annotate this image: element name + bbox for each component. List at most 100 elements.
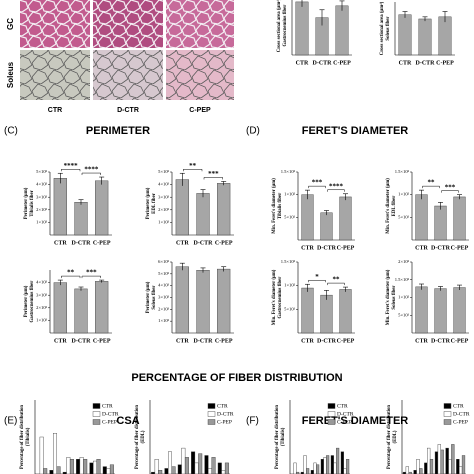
bar (106, 468, 111, 474)
bar (69, 459, 74, 474)
y-tick-label: 2×10³ (158, 306, 169, 311)
bar (451, 444, 455, 474)
x-tick-label: C-PEP (451, 338, 469, 344)
legend-swatch (92, 419, 101, 425)
bar (445, 447, 449, 474)
panel-title: FERET'S DIAMETER (302, 125, 409, 137)
y-axis-label: Perimeter (µm) (146, 187, 151, 219)
x-tick-label: C-PEP (436, 60, 454, 66)
y-tick-label: 5×10¹ (398, 312, 409, 317)
bar (221, 470, 226, 474)
legend-label: D-CTR (102, 411, 119, 417)
significance-bracket (61, 169, 81, 172)
image-texture (93, 0, 163, 48)
y-axis-label: Min. Feret's diameter (µm) (272, 269, 277, 325)
legend-label: CTR (217, 403, 228, 409)
y-axis-label: Soleus fiber (386, 16, 391, 41)
bar (419, 468, 423, 474)
x-tick-label: D-CTR (317, 338, 337, 344)
legend-swatch (327, 411, 336, 417)
significance-label: *** (86, 269, 97, 277)
y-tick-label: 1×10² (284, 283, 295, 288)
significance-label: * (315, 273, 319, 281)
bar (96, 459, 101, 474)
y-tick-label: 2×10² (398, 259, 409, 264)
y-axis-label: (Tibialis) (281, 427, 286, 446)
y-axis-label: Gastrocnemius fiber (283, 4, 288, 47)
y-tick-label: 5×10¹ (284, 214, 295, 219)
legend-swatch (92, 411, 101, 417)
y-tick-label: 1.5×10² (395, 169, 410, 174)
bar (424, 462, 428, 474)
y-tick-label: 1×10² (398, 295, 409, 300)
bar (320, 294, 333, 334)
bar (336, 447, 340, 474)
panel-title: FERET'S DIAMETER (302, 415, 409, 427)
significance-bracket (441, 190, 459, 193)
bar (339, 289, 352, 334)
legend-swatch (443, 411, 452, 417)
x-tick-label: D-CTR (72, 338, 92, 344)
x-tick-label: CTR (176, 338, 189, 344)
bar (76, 459, 81, 474)
bar (66, 457, 71, 474)
y-axis-label: Percentage of fiber distribution (275, 405, 280, 470)
bar (95, 180, 109, 236)
significance-label: *** (312, 179, 323, 187)
y-axis-label: Percentage of fiber distribution (387, 405, 392, 470)
legend-label: C-PEP (217, 419, 232, 425)
x-tick-label: CTR (399, 60, 412, 66)
legend-label: D-CTR (337, 411, 354, 417)
bar (306, 468, 310, 474)
y-axis-label: Soleus fiber (392, 285, 397, 310)
y-tick-label: 1×10² (398, 192, 409, 197)
y-tick-label: 1×10³ (36, 219, 47, 224)
bar (164, 468, 169, 474)
x-tick-label: D-CTR (317, 245, 337, 251)
bar (416, 459, 420, 474)
bar (217, 462, 222, 474)
bar (405, 466, 409, 474)
significance-bracket (308, 279, 326, 283)
bar (320, 212, 333, 241)
significance-bracket (422, 185, 440, 189)
x-tick-label: D-CTR (194, 338, 214, 344)
y-tick-label: 1.5×10² (281, 259, 296, 264)
image-texture (166, 0, 234, 48)
y-axis-label: Gastrocnemius fiber (30, 280, 35, 323)
column-label: D-CTR (117, 107, 139, 114)
bar (434, 205, 447, 241)
bar (56, 466, 61, 474)
bar (448, 459, 452, 474)
bar (310, 470, 314, 474)
y-tick-label: 1.5×10² (281, 169, 296, 174)
y-tick-label: 2×10³ (36, 207, 47, 212)
y-tick-label: 1×10² (284, 192, 295, 197)
bar (211, 457, 216, 474)
legend-label: D-CTR (217, 411, 234, 417)
bar (346, 459, 350, 474)
significance-bracket (308, 185, 326, 189)
bar (154, 459, 159, 474)
y-axis-label: Min. Feret's diameter (µm) (386, 269, 391, 325)
y-tick-label: 4×10³ (36, 280, 47, 285)
bar (194, 462, 199, 474)
bar (53, 282, 67, 334)
bar (339, 196, 352, 241)
significance-bracket (61, 275, 81, 279)
y-axis-label: EDL fiber (392, 195, 397, 217)
x-tick-label: C-PEP (215, 240, 233, 246)
bar (198, 453, 203, 474)
y-tick-label: 4×10³ (158, 182, 169, 187)
significance-label: *** (445, 183, 456, 191)
legend-label: C-PEP (102, 419, 117, 425)
y-axis-label: Percentage of fiber distribution (20, 405, 25, 470)
legend-label: C-PEP (337, 419, 352, 425)
bar (168, 451, 172, 474)
bar (171, 466, 176, 474)
bar (418, 18, 432, 56)
x-tick-label: CTR (296, 60, 309, 66)
bar (434, 288, 447, 334)
x-tick-label: C-PEP (337, 245, 355, 251)
y-axis-label: (EDL) (141, 430, 146, 443)
